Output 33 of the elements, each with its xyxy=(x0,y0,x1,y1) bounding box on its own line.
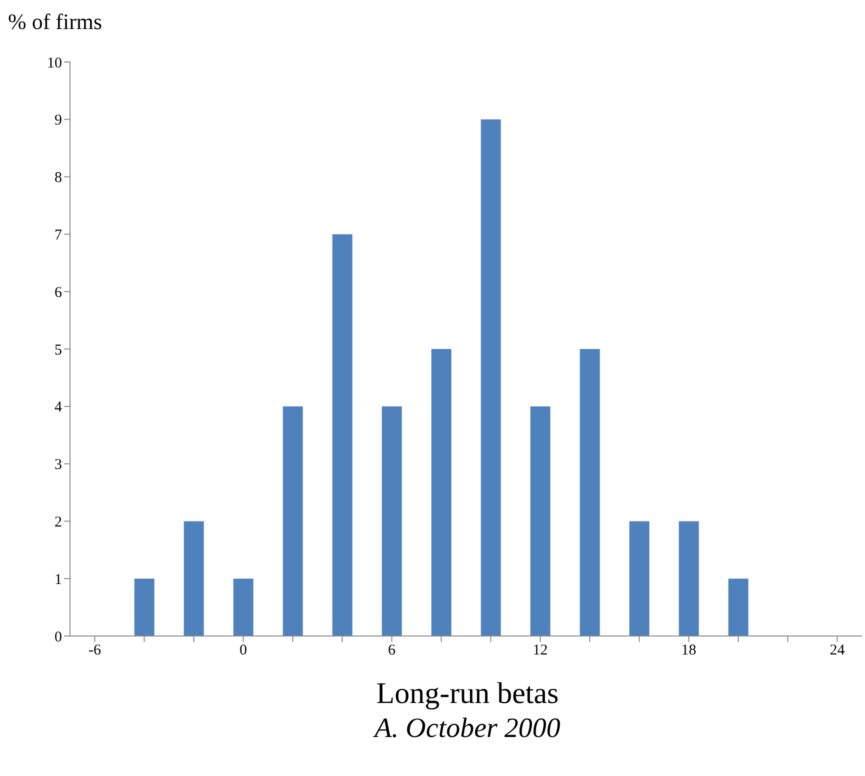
y-tick-label: 10 xyxy=(47,55,62,72)
y-tick-label: 7 xyxy=(54,228,62,244)
y-tick-label: 5 xyxy=(54,342,62,358)
y-tick-label: 3 xyxy=(54,457,62,474)
x-tick-label: 0 xyxy=(240,642,247,659)
y-tick-label: 0 xyxy=(54,629,62,646)
bar xyxy=(134,578,154,636)
x-tick-label: 6 xyxy=(388,642,396,659)
text: A. October 2000 xyxy=(372,712,562,746)
bar xyxy=(629,521,650,636)
y-tick-label: 4 xyxy=(54,400,62,416)
y-axis-title: % of firms xyxy=(8,8,104,36)
x-tick-label: 12 xyxy=(532,642,548,659)
bar xyxy=(233,578,254,636)
bar xyxy=(480,119,501,636)
bar xyxy=(580,349,600,636)
x-tick-label: 24 xyxy=(830,642,846,659)
bar xyxy=(332,234,352,636)
y-tick-label: 6 xyxy=(54,284,62,301)
bar xyxy=(728,578,748,636)
bar xyxy=(282,406,303,636)
y-tick-label: 8 xyxy=(54,170,62,186)
bar xyxy=(678,521,699,636)
x-axis-title: Long-run betas xyxy=(375,676,560,712)
x-tick-label: 18 xyxy=(681,642,696,659)
x-tick-label: -6 xyxy=(88,642,102,659)
bar xyxy=(431,349,452,636)
bar xyxy=(530,406,550,636)
bar xyxy=(184,521,204,636)
y-tick-label: 9 xyxy=(54,112,62,129)
bar xyxy=(382,406,402,636)
y-tick-label: 2 xyxy=(54,514,62,531)
y-tick-label: 1 xyxy=(54,572,62,588)
